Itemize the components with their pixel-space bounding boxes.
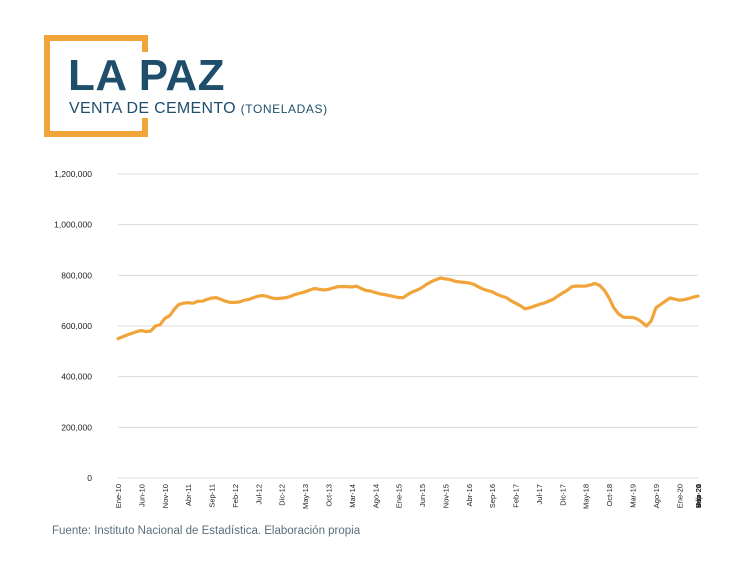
x-tick-label: Oct-18	[605, 484, 614, 507]
source-note: Fuente: Instituto Nacional de Estadístic…	[52, 525, 361, 537]
y-tick-label: 600,000	[61, 321, 92, 331]
x-tick-label: Abr-16	[465, 484, 474, 507]
x-tick-label: Jul-12	[254, 484, 263, 504]
x-tick-label: Oct-13	[324, 484, 333, 507]
x-tick-label: Jul-17	[535, 484, 544, 504]
x-tick-label: Mar-14	[348, 484, 357, 508]
x-tick-label: Ene-15	[395, 484, 404, 508]
x-tick-label: Ago-19	[652, 484, 661, 508]
title-frame-right-top	[142, 35, 148, 52]
title-frame-left	[44, 35, 50, 137]
x-tick-label: May-13	[301, 484, 310, 509]
title-frame-right-bottom	[142, 118, 148, 137]
y-tick-label: 400,000	[61, 372, 92, 382]
subtitle-unit: (TONELADAS)	[240, 102, 328, 116]
x-tick-label: Ene-10	[114, 484, 123, 508]
x-tick-label: Feb-12	[231, 484, 240, 508]
y-tick-label: 800,000	[61, 270, 92, 280]
y-tick-label: 200,000	[61, 422, 92, 432]
x-tick-label: Feb-22	[694, 484, 703, 508]
x-tick-label: Sep-21	[694, 484, 703, 508]
x-tick-label: Ene-20	[675, 484, 684, 508]
page-subtitle: VENTA DE CEMENTO (TONELADAS)	[69, 99, 328, 119]
x-tick-label: Jun-15	[418, 484, 427, 507]
series-line	[116, 276, 700, 341]
x-tick-label: May-18	[582, 484, 591, 509]
page-title: LA PAZ	[68, 51, 225, 100]
x-tick-label: Jun-10	[137, 484, 146, 507]
x-tick-label: Sep-11	[208, 484, 217, 508]
x-tick-label: Dic-12	[278, 484, 287, 506]
x-tick-label: Dic-17	[558, 484, 567, 506]
subtitle-text: VENTA DE CEMENTO	[69, 100, 236, 117]
x-tick-label: Nov-10	[161, 484, 170, 508]
x-tick-label: Nov-15	[441, 484, 450, 508]
x-tick-label: Abr-11	[184, 484, 193, 506]
x-tick-label: Jun-20	[694, 484, 703, 507]
x-tick-label: Ago-14	[371, 484, 380, 508]
y-tick-label: 1,200,000	[54, 169, 92, 179]
x-tick-label: Sep-16	[488, 484, 497, 508]
x-tick-label: Nov-20	[694, 484, 703, 508]
x-tick-label: Feb-17	[512, 484, 521, 508]
title-frame-bottom	[44, 131, 148, 137]
x-tick-label: Abr-21	[694, 484, 703, 507]
y-tick-label: 0	[87, 473, 92, 483]
title-frame-top	[44, 35, 148, 41]
y-tick-label: 1,000,000	[54, 220, 92, 230]
x-tick-label: Mar-19	[629, 484, 638, 508]
